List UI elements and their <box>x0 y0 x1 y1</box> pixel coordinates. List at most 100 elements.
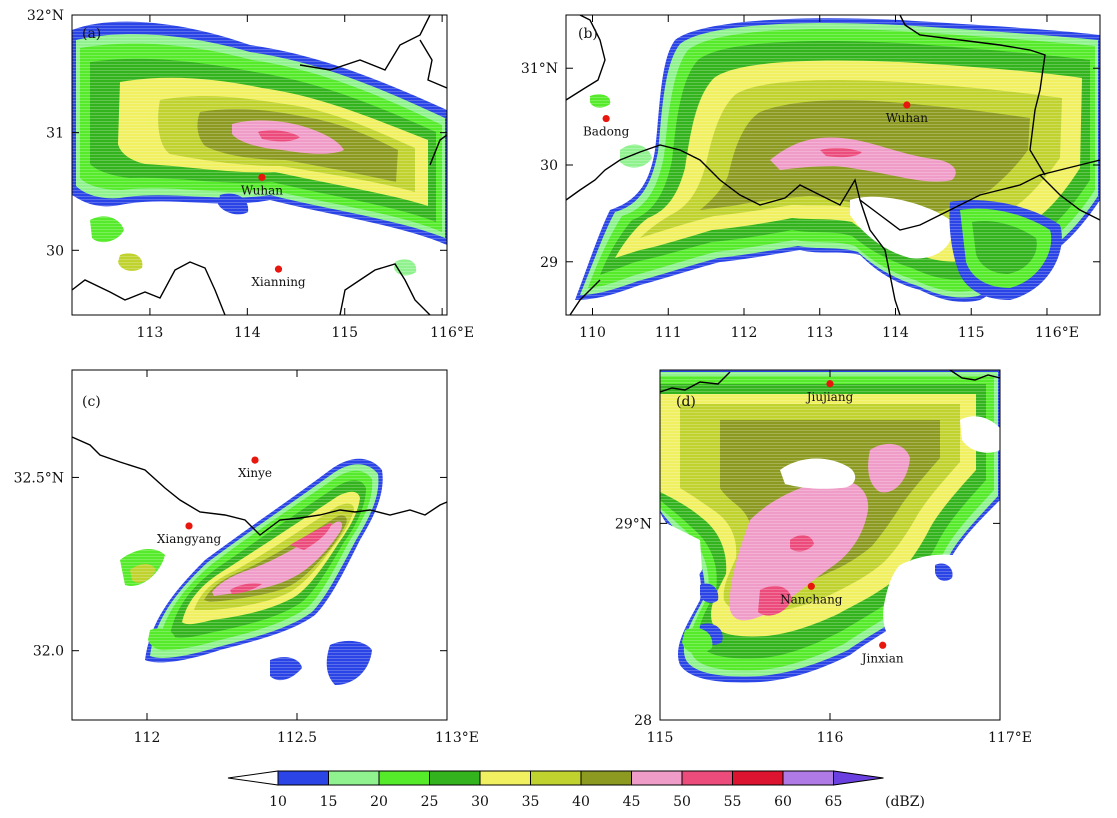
x-tick-label: 117°E <box>988 730 1032 746</box>
city-marker <box>251 456 259 464</box>
colorbar-tick-label: 50 <box>673 794 691 810</box>
colorbar: 10 15 20 25 30 35 40 45 50 55 60 65 (dBZ) <box>227 770 925 810</box>
colorbar-segment <box>580 770 632 786</box>
city-label: Xianning <box>251 275 306 289</box>
colorbar-tick-label: 25 <box>421 794 439 810</box>
panel-a: (a) 113 114 115 116°E 32°N 31 30 Wuhan Xianning <box>27 8 474 341</box>
colorbar-tick-label: 65 <box>825 794 843 810</box>
colorbar-segment <box>429 770 481 786</box>
panel-b-echo <box>566 15 1100 315</box>
x-tick-label: 112 <box>134 730 161 746</box>
panel-a-frame <box>71 14 448 316</box>
colorbar-ticks: 10 15 20 25 30 35 40 45 50 55 60 65 <box>269 794 842 810</box>
city-marker <box>185 522 193 530</box>
panel-d-echo <box>660 370 1000 720</box>
panel-a-borders <box>72 15 447 315</box>
y-tick-label: 30 <box>540 158 558 174</box>
colorbar-unit: (dBZ) <box>885 794 925 810</box>
x-tick-label: 116°E <box>430 325 474 341</box>
x-tick-label: 114 <box>234 325 261 341</box>
panel-b-axes: 110 111 112 113 114 115 116°E 31°N 30 29 <box>521 15 1100 341</box>
colorbar-segment <box>277 770 329 786</box>
city-marker <box>274 265 283 273</box>
x-tick-label: 115 <box>331 325 358 341</box>
y-tick-label: 32.0 <box>33 644 64 660</box>
city-label: Nanchang <box>780 592 843 606</box>
colorbar-tick-label: 35 <box>522 794 540 810</box>
y-tick-label: 32°N <box>27 8 64 24</box>
city-label: Badong <box>583 125 630 139</box>
colorbar-segment <box>530 770 582 786</box>
city-marker <box>879 641 887 649</box>
x-tick-label: 116 <box>817 730 844 746</box>
panel-a-axes: 113 114 115 116°E 32°N 31 30 <box>27 8 474 341</box>
x-tick-label: 111 <box>655 325 682 341</box>
x-tick-label: 112 <box>731 325 758 341</box>
panel-c-borders <box>72 436 447 536</box>
y-tick-label: 32.5°N <box>14 470 64 486</box>
panel-a-echo <box>72 15 447 315</box>
x-tick-label: 115 <box>958 325 985 341</box>
panel-c-label: (c) <box>82 394 101 410</box>
colorbar-tick-label: 15 <box>320 794 338 810</box>
colorbar-boxes <box>227 770 884 786</box>
panel-c-echo <box>72 370 447 720</box>
y-tick-label: 29°N <box>615 516 652 532</box>
x-tick-label: 113 <box>806 325 833 341</box>
colorbar-tick-label: 20 <box>370 794 388 810</box>
panel-b-label: (b) <box>578 26 598 42</box>
panel-c-axes: 112 112.5 113°E 32.5°N 32.0 <box>14 370 479 746</box>
panel-c: (c) 112 112.5 113°E 32.5°N 32.0 Xinye Xiangya… <box>14 369 479 746</box>
x-tick-label: 110 <box>579 325 606 341</box>
colorbar-tick-label: 45 <box>623 794 641 810</box>
panel-c-cities: Xinye Xiangyang <box>157 456 272 546</box>
x-tick-label: 113°E <box>435 730 479 746</box>
y-tick-label: 28 <box>634 713 652 729</box>
colorbar-under-triangle <box>227 770 279 786</box>
panel-d: (d) 115 116 117°E29°N28 JiujiangNanchangJi… <box>615 369 1032 746</box>
panel-d-axes: 115 116 117°E 29°N 28 <box>615 370 1032 746</box>
colorbar-segment <box>732 770 784 786</box>
city-label: Jinxian <box>860 651 904 665</box>
city-label: Wuhan <box>886 111 928 125</box>
x-tick-label: 115 <box>647 730 674 746</box>
y-tick-label: 29 <box>540 255 558 271</box>
colorbar-tick-label: 40 <box>572 794 590 810</box>
city-marker <box>258 173 266 181</box>
colorbar-over-triangle <box>833 770 884 786</box>
colorbar-tick-label: 30 <box>471 794 489 810</box>
colorbar-tick-label: 10 <box>269 794 287 810</box>
panel-a-cities: Wuhan Xianning <box>241 173 306 289</box>
y-tick-label: 30 <box>46 243 64 259</box>
panel-b-borders <box>566 15 1100 315</box>
colorbar-segment <box>782 770 834 786</box>
x-tick-label: 116°E <box>1035 325 1079 341</box>
panel-b-cities: Badong Wuhan <box>583 101 928 139</box>
city-label: Xiangyang <box>157 532 222 546</box>
panel-b: (b) 110 111 112 113 114 115 116°E 31°N 30 29 Bado… <box>521 14 1101 341</box>
colorbar-tick-label: 60 <box>774 794 792 810</box>
city-marker <box>903 101 911 109</box>
city-label: Wuhan <box>241 183 283 197</box>
city-marker <box>807 582 815 590</box>
panel-a-label: (a) <box>82 26 101 42</box>
colorbar-segment <box>479 770 531 786</box>
colorbar-segment <box>631 770 683 786</box>
colorbar-tick-label: 55 <box>724 794 742 810</box>
panel-d-label: (d) <box>676 394 696 410</box>
colorbar-segment <box>378 770 430 786</box>
city-label: Xinye <box>238 466 272 480</box>
city-marker <box>602 114 610 123</box>
city-marker <box>826 380 834 388</box>
x-tick-label: 113 <box>137 325 164 341</box>
panel-c-frame <box>71 369 448 721</box>
x-tick-label: 112.5 <box>277 730 317 746</box>
city-label: Jiujiang <box>805 390 854 404</box>
y-tick-label: 31°N <box>521 61 558 77</box>
colorbar-segment <box>681 770 733 786</box>
x-tick-label: 114 <box>882 325 909 341</box>
panel-d-borders <box>660 370 1000 393</box>
y-tick-label: 31 <box>46 126 64 142</box>
panel-d-cities: Jiujiang Nanchang Jinxian <box>780 380 904 665</box>
